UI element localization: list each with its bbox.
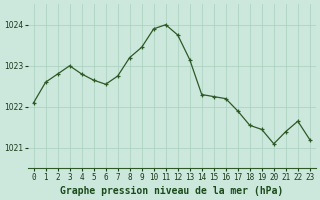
X-axis label: Graphe pression niveau de la mer (hPa): Graphe pression niveau de la mer (hPa): [60, 186, 283, 196]
